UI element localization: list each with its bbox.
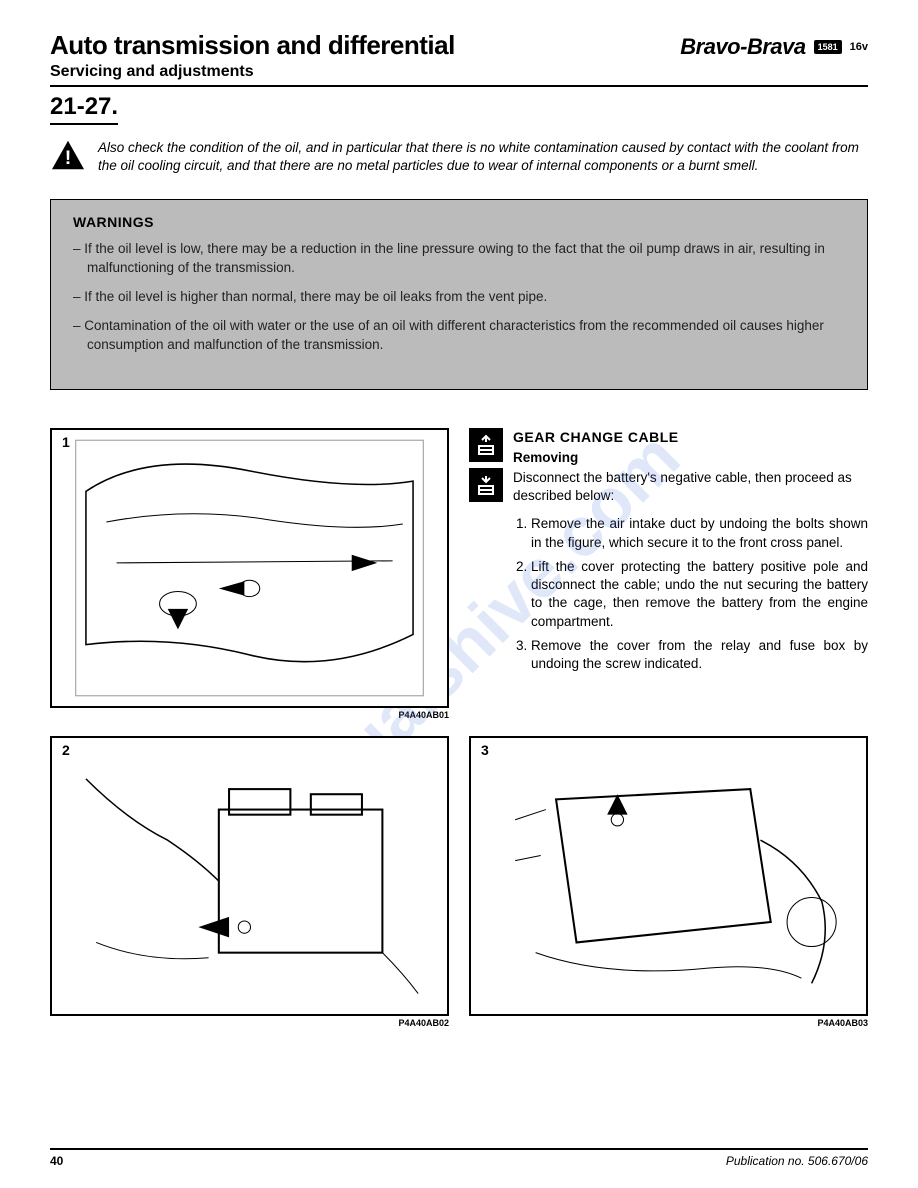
instruction-step: Remove the air intake duct by undoing th… xyxy=(531,515,868,551)
figure-code: P4A40AB03 xyxy=(469,1018,868,1028)
publication-number: Publication no. 506.670/06 xyxy=(726,1154,868,1168)
content-grid: 1 P4A40AB01 GEAR CH xyxy=(50,428,868,1028)
brand-name: Bravo-Brava xyxy=(680,34,805,60)
instructions-intro: Disconnect the battery's negative cable,… xyxy=(513,469,868,505)
page-title: Auto transmission and differential xyxy=(50,30,455,61)
instruction-step: Lift the cover protecting the battery po… xyxy=(531,558,868,631)
instructions-subheading: Removing xyxy=(513,449,868,467)
page-footer: 40 Publication no. 506.670/06 xyxy=(50,1148,868,1168)
figure-1: 1 xyxy=(50,428,449,708)
instructions-text: GEAR CHANGE CABLE Removing Disconnect th… xyxy=(513,428,868,720)
warning-item: Contamination of the oil with water or t… xyxy=(73,317,845,355)
battery-diagram-icon xyxy=(52,738,447,1014)
figure-code: P4A40AB02 xyxy=(50,1018,449,1028)
section-number: 21-27. xyxy=(50,93,118,125)
brand-wrap: Bravo-Brava 1581 16v xyxy=(680,34,868,60)
warning-triangle-icon: ! xyxy=(50,139,86,171)
page-number: 40 xyxy=(50,1154,63,1168)
engine-diagram-icon xyxy=(52,430,447,706)
caution-text: Also check the condition of the oil, and… xyxy=(98,139,868,175)
instructions-heading: GEAR CHANGE CABLE xyxy=(513,428,868,447)
caution-block: ! Also check the condition of the oil, a… xyxy=(50,139,868,175)
figure-number: 3 xyxy=(477,742,493,758)
figure-3-wrap: 3 P4A40AB03 xyxy=(469,736,868,1028)
figure-number: 2 xyxy=(58,742,74,758)
figure-2: 2 xyxy=(50,736,449,1016)
fusebox-diagram-icon xyxy=(471,738,866,1014)
page-subtitle: Servicing and adjustments xyxy=(50,63,868,81)
svg-text:!: ! xyxy=(65,147,72,169)
figure-code: P4A40AB01 xyxy=(50,710,449,720)
header-rule xyxy=(50,85,868,87)
figure-2-wrap: 2 P4A40AB02 xyxy=(50,736,449,1028)
instructions-list: Remove the air intake duct by undoing th… xyxy=(513,515,868,673)
disassemble-icon xyxy=(469,428,503,462)
valves-label: 16v xyxy=(850,41,868,53)
assemble-icon xyxy=(469,468,503,502)
warning-item: If the oil level is higher than normal, … xyxy=(73,288,845,307)
warning-item: If the oil level is low, there may be a … xyxy=(73,240,845,278)
engine-badge: 1581 xyxy=(814,40,842,54)
figure-number: 1 xyxy=(58,434,74,450)
instruction-step: Remove the cover from the relay and fuse… xyxy=(531,637,868,673)
warnings-heading: WARNINGS xyxy=(73,214,845,230)
warnings-box: WARNINGS If the oil level is low, there … xyxy=(50,199,868,389)
figure-1-wrap: 1 P4A40AB01 xyxy=(50,428,449,720)
tool-icon-stack xyxy=(469,428,503,720)
header-row: Auto transmission and differential Bravo… xyxy=(50,30,868,61)
figure-3: 3 xyxy=(469,736,868,1016)
instructions-column: GEAR CHANGE CABLE Removing Disconnect th… xyxy=(469,428,868,720)
